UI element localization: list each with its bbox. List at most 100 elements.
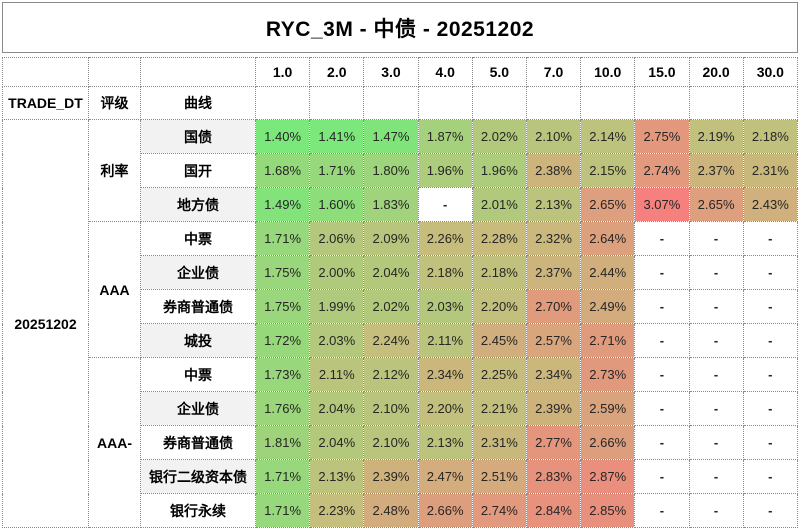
value-cell: 2.00% <box>309 255 365 290</box>
value-cell: 1.68% <box>254 153 311 188</box>
empty-value-cell: - <box>688 357 744 392</box>
empty-value-cell: - <box>742 391 799 426</box>
empty-value-cell: - <box>634 493 690 528</box>
tenor-header-2.0: 2.0 <box>309 57 365 87</box>
value-cell: 2.06% <box>309 221 365 256</box>
empty-value-cell: - <box>634 425 690 460</box>
value-cell: 2.01% <box>471 187 527 222</box>
value-cell: 2.25% <box>471 357 527 392</box>
tenor-header-10.0: 10.0 <box>580 57 636 87</box>
value-cell: 2.20% <box>417 391 473 426</box>
curve-label-cell: 国债 <box>140 119 256 154</box>
value-cell: 1.41% <box>309 119 365 154</box>
value-cell: 2.03% <box>309 323 365 358</box>
rating-header: 评级 <box>88 86 141 120</box>
empty-value-cell: - <box>417 187 473 222</box>
value-cell: 2.31% <box>742 153 799 188</box>
value-cell: 2.10% <box>363 425 419 460</box>
value-cell: 2.23% <box>309 493 365 528</box>
empty-value-cell: - <box>742 493 799 528</box>
value-cell: 2.24% <box>363 323 419 358</box>
empty-value-cell: - <box>742 357 799 392</box>
empty-value-cell: - <box>688 425 744 460</box>
value-cell: 2.83% <box>525 459 582 494</box>
curve-label-cell: 企业债 <box>140 391 256 426</box>
tenor-header-30.0: 30.0 <box>742 57 799 87</box>
empty-header-cell-10.0 <box>580 86 636 120</box>
tenor-header-20.0: 20.0 <box>688 57 744 87</box>
curve-label-cell: 券商普通债 <box>140 425 256 460</box>
curve-label-cell: 银行永续 <box>140 493 256 528</box>
yield-table: 1.0 2.0 3.0 4.0 5.0 7.0 10.0 15.0 20.0 30.0 TRADE… <box>2 57 799 528</box>
curve-header: 曲线 <box>140 86 256 120</box>
label-header-row: TRADE_DT 评级 曲线 <box>2 86 799 120</box>
value-cell: 2.13% <box>309 459 365 494</box>
rating-cell-AAA-: AAA- <box>88 357 141 528</box>
value-cell: 2.51% <box>471 459 527 494</box>
curve-label-cell: 中票 <box>140 357 256 392</box>
value-cell: 2.11% <box>309 357 365 392</box>
empty-value-cell: - <box>688 289 744 324</box>
value-cell: 2.32% <box>525 221 582 256</box>
empty-value-cell: - <box>688 221 744 256</box>
value-cell: 2.65% <box>580 187 636 222</box>
value-cell: 2.21% <box>471 391 527 426</box>
value-cell: 1.80% <box>363 153 419 188</box>
empty-value-cell: - <box>634 221 690 256</box>
value-cell: 2.48% <box>363 493 419 528</box>
empty-value-cell: - <box>634 459 690 494</box>
value-cell: 2.31% <box>471 425 527 460</box>
value-cell: 1.49% <box>254 187 311 222</box>
empty-value-cell: - <box>688 459 744 494</box>
empty-value-cell: - <box>688 391 744 426</box>
value-cell: 2.71% <box>580 323 636 358</box>
empty-value-cell: - <box>742 323 799 358</box>
value-cell: 2.66% <box>580 425 636 460</box>
tenor-header-15.0: 15.0 <box>634 57 690 87</box>
value-cell: 1.83% <box>363 187 419 222</box>
value-cell: 2.34% <box>417 357 473 392</box>
value-cell: 2.09% <box>363 221 419 256</box>
value-cell: 2.59% <box>580 391 636 426</box>
value-cell: 2.38% <box>525 153 582 188</box>
value-cell: 2.04% <box>309 425 365 460</box>
value-cell: 2.03% <box>417 289 473 324</box>
value-cell: 2.37% <box>525 255 582 290</box>
curve-label-cell: 中票 <box>140 221 256 256</box>
empty-value-cell: - <box>688 255 744 290</box>
header-corner-rating <box>88 57 141 87</box>
table-body: 20251202 利率 国债 1.40% 1.41% 1.47% 1.87% 2.02% 2.1… <box>2 119 799 528</box>
value-cell: 2.39% <box>525 391 582 426</box>
table-row: 企业债 1.75% 2.00% 2.04% 2.18% 2.18% 2.37% 2.44% - -… <box>3 255 799 290</box>
empty-value-cell: - <box>688 493 744 528</box>
value-cell: 1.75% <box>254 289 311 324</box>
value-cell: 1.71% <box>254 493 311 528</box>
value-cell: 2.45% <box>471 323 527 358</box>
empty-value-cell: - <box>634 391 690 426</box>
value-cell: 1.81% <box>254 425 311 460</box>
table-row: 20251202 利率 国债 1.40% 1.41% 1.47% 1.87% 2.02% 2.1… <box>2 119 799 528</box>
value-cell: 2.34% <box>525 357 582 392</box>
value-cell: 1.71% <box>254 459 311 494</box>
value-cell: 2.49% <box>580 289 636 324</box>
curve-label-cell: 地方债 <box>140 187 256 222</box>
tenor-header-3.0: 3.0 <box>363 57 419 87</box>
value-cell: 1.71% <box>309 153 365 188</box>
trade-date-cell: 20251202 <box>2 119 89 528</box>
value-cell: 1.76% <box>254 391 311 426</box>
empty-header-cell-2.0 <box>309 86 365 120</box>
value-cell: 2.28% <box>471 221 527 256</box>
empty-value-cell: - <box>742 459 799 494</box>
value-cell: 2.65% <box>688 187 744 222</box>
value-cell: 2.15% <box>580 153 636 188</box>
value-cell: 1.72% <box>254 323 311 358</box>
empty-value-cell: - <box>634 357 690 392</box>
value-cell: 1.96% <box>471 153 527 188</box>
table-row: 地方债 1.49% 1.60% 1.83% -2.01% 2.13% 2.65% 3.07% 2… <box>3 187 799 222</box>
curve-label-cell: 企业债 <box>140 255 256 290</box>
table-row: 国开 1.68% 1.71% 1.80% 1.96% 1.96% 2.38% 2.15% 2.7… <box>3 153 799 188</box>
value-cell: 2.26% <box>417 221 473 256</box>
value-cell: 2.04% <box>309 391 365 426</box>
rating-cell-利率: 利率 <box>88 119 141 222</box>
